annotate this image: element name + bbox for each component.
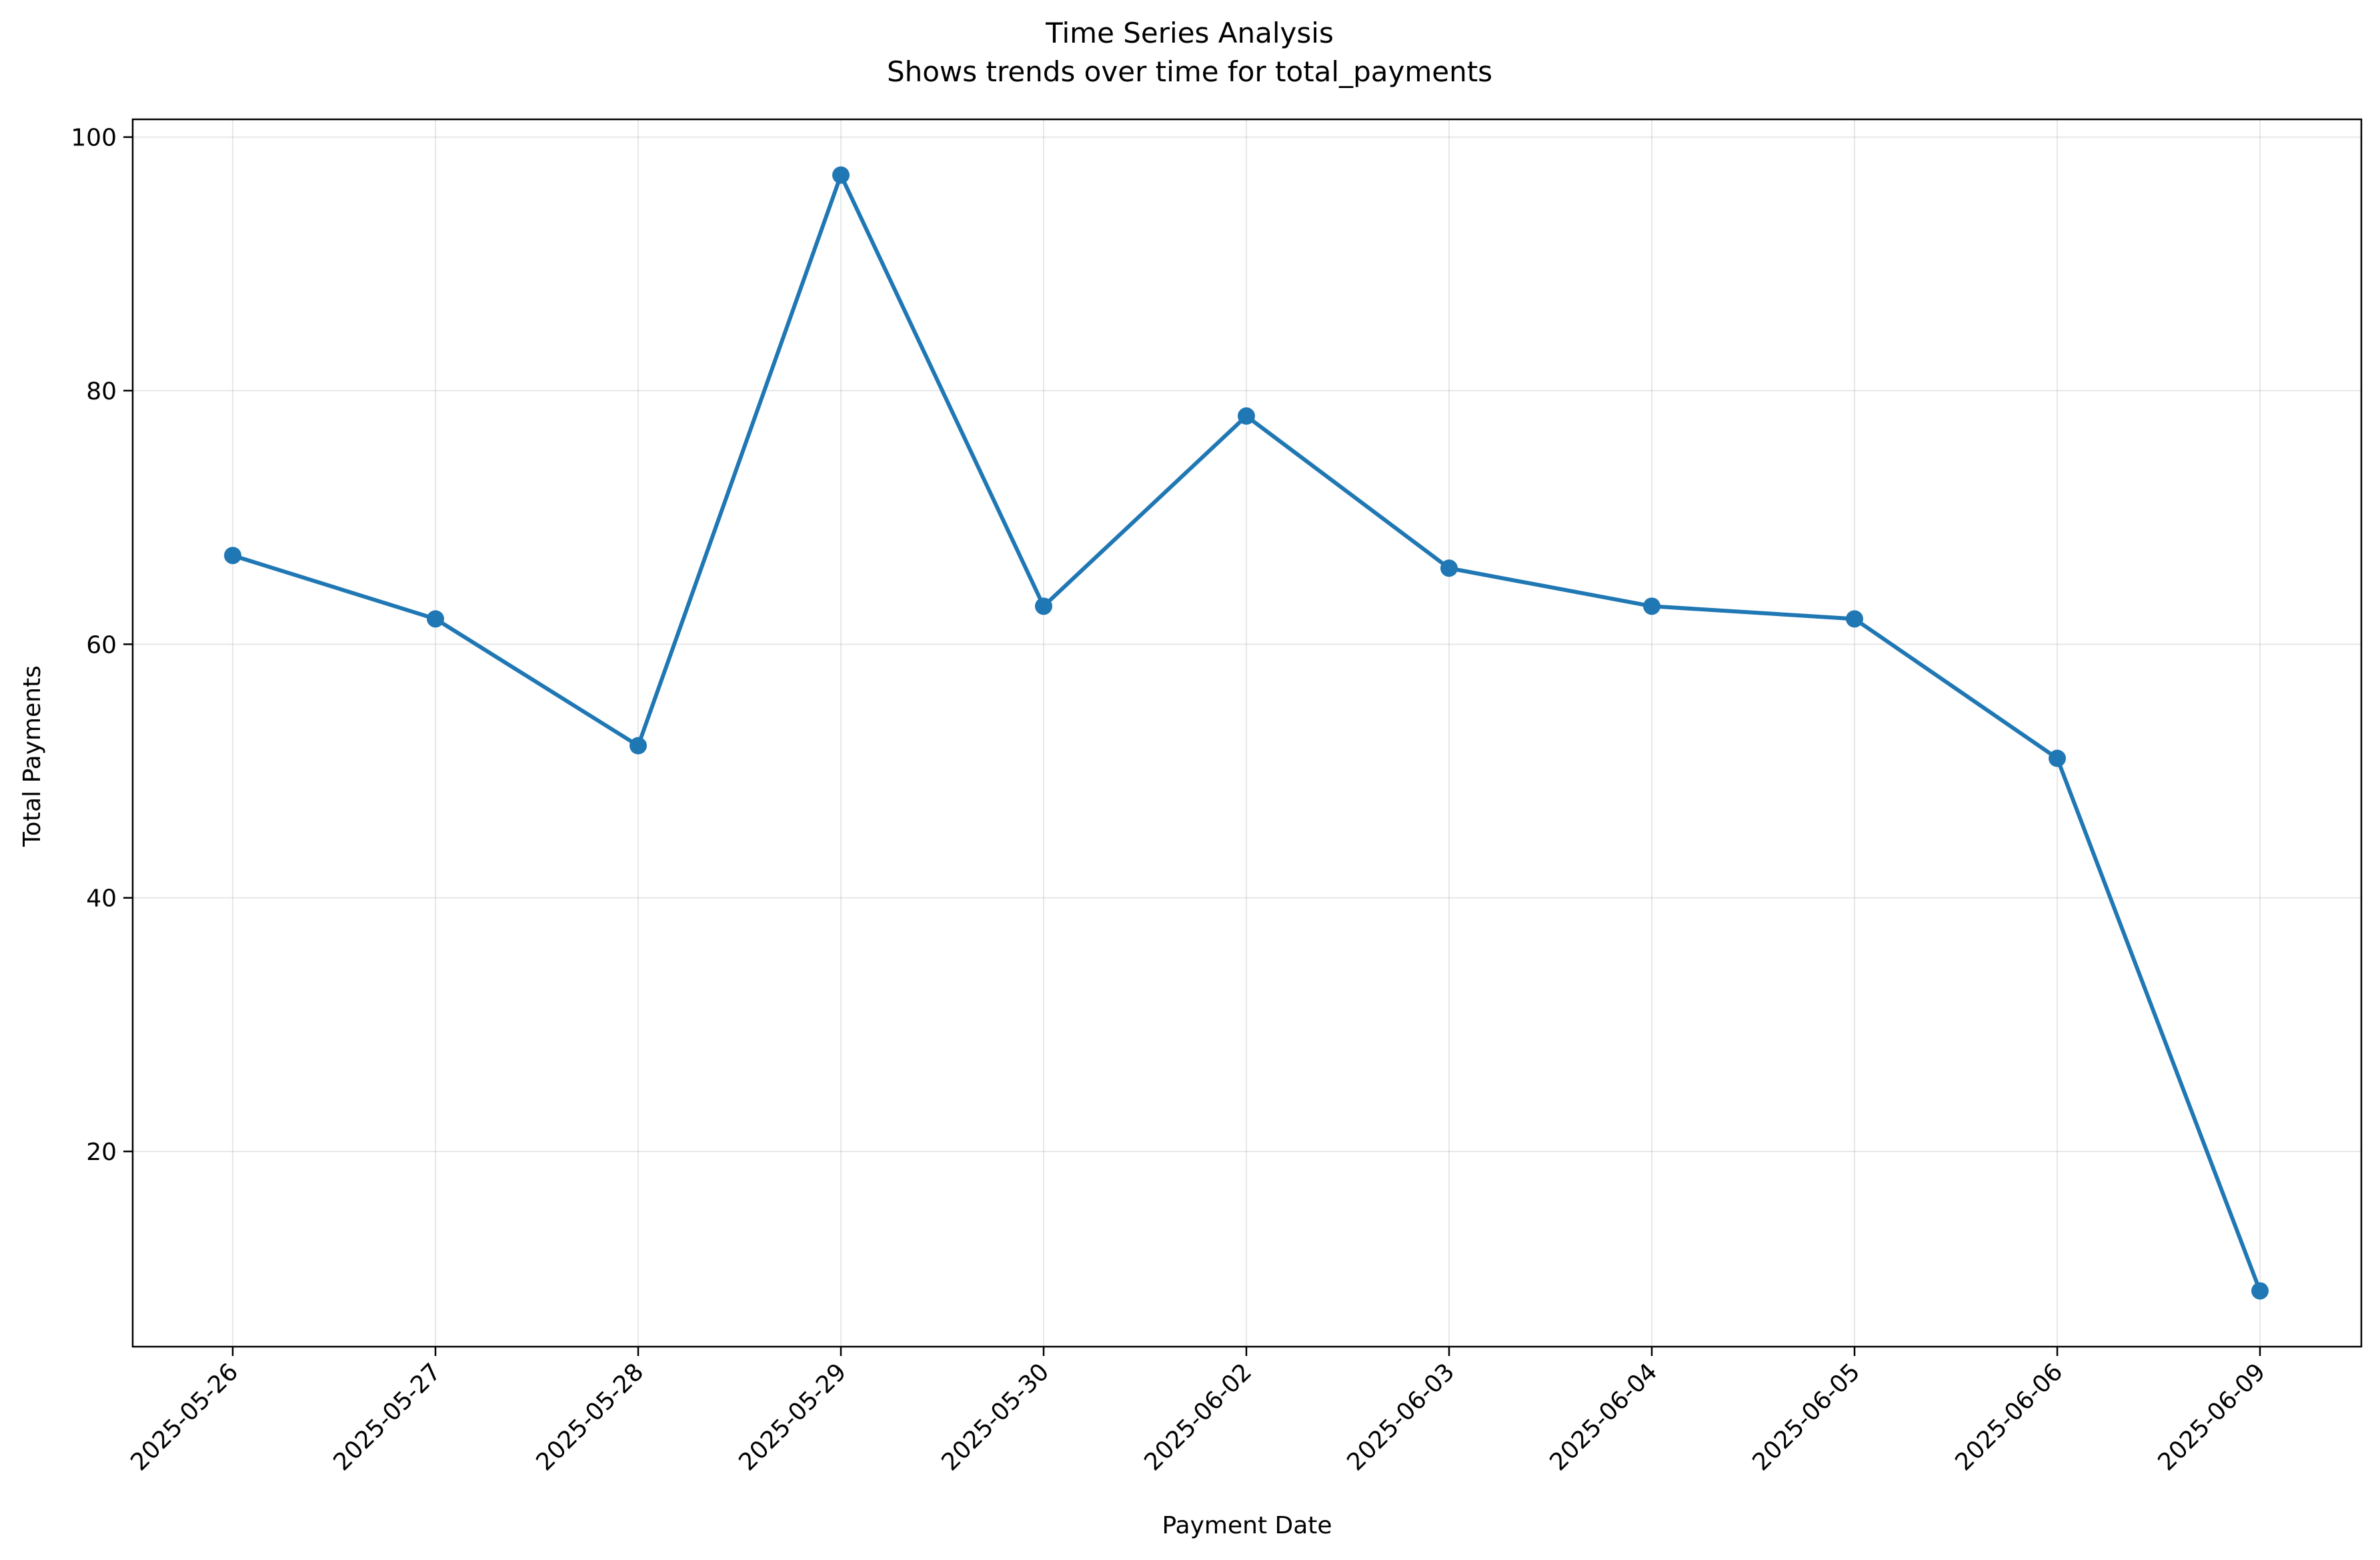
data-point (427, 610, 444, 628)
data-point (832, 166, 850, 184)
x-axis-label: Payment Date (1162, 1512, 1332, 1539)
series-layer (224, 166, 2269, 1300)
data-point (2049, 749, 2066, 767)
data-point (224, 547, 241, 565)
data-point (1035, 597, 1052, 615)
y-tick-label: 40 (86, 885, 117, 913)
data-point (1440, 559, 1458, 577)
y-axis-ticks: 20 40 60 80 100 (71, 125, 133, 1166)
y-axis-label: Total Payments (19, 665, 46, 847)
data-point (1238, 407, 1255, 425)
data-point (1846, 610, 1863, 628)
data-point (1643, 597, 1660, 615)
data-point (630, 737, 647, 755)
y-tick-label: 100 (71, 125, 117, 152)
chart-subtitle: Shows trends over time for total_payment… (887, 55, 1492, 88)
y-tick-label: 80 (86, 378, 117, 405)
gridlines (133, 119, 2361, 1347)
y-tick-label: 20 (86, 1139, 117, 1166)
chart-title: Time Series Analysis (1045, 17, 1334, 49)
y-tick-label: 60 (86, 631, 117, 659)
data-point (2251, 1282, 2269, 1300)
